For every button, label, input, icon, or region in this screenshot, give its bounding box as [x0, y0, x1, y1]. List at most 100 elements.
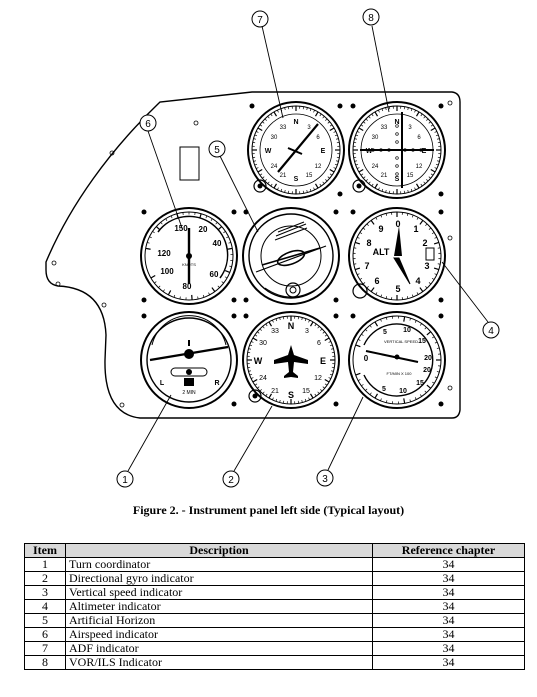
gauge-tick	[419, 323, 422, 326]
gauge-tick	[313, 187, 315, 191]
gauge-tick	[420, 183, 423, 187]
gauge-tick	[432, 336, 435, 339]
row-item: 8	[24, 655, 66, 670]
altimeter-short-needle	[393, 257, 411, 285]
adf-3-label: 3	[307, 125, 311, 131]
gauge-tick	[322, 116, 325, 119]
altimeter-kollsman-window	[425, 247, 435, 261]
gauge-tick	[409, 399, 411, 402]
gauge-tick	[150, 274, 156, 279]
gauge-tick	[267, 116, 270, 119]
gauge-tick	[215, 222, 218, 225]
gauge-tick	[409, 318, 411, 321]
gauge-tick	[314, 323, 317, 327]
airspeed-100-label: 100	[160, 267, 174, 276]
gauge-tick	[357, 339, 361, 341]
gauge-tick	[254, 134, 258, 137]
gauge-tick	[252, 337, 258, 342]
gauge-tick	[265, 323, 268, 327]
vsi-up-15-label: 15	[418, 338, 426, 345]
gauge-tick	[330, 370, 334, 372]
gauge-tick	[257, 331, 260, 334]
gauge-tick	[335, 160, 339, 162]
gauge-tick	[154, 281, 157, 284]
gauge-tick	[380, 294, 383, 298]
gauge-tick	[224, 276, 228, 279]
gauge-tick	[415, 183, 420, 189]
gauge-tick	[160, 222, 163, 225]
gauge-tick	[314, 111, 319, 117]
adf-east-label: E	[321, 148, 326, 155]
gauge-tick	[158, 285, 161, 288]
callout-6: 6	[145, 119, 151, 130]
gauge-tick	[262, 121, 265, 124]
airspeed-indicator: 150 20 40 120 60 100 80 KNOTS	[140, 207, 238, 305]
gauge-tick	[406, 296, 409, 299]
gauge-tick	[279, 317, 281, 321]
vsi-up-10-label: 10	[403, 327, 411, 334]
gauge-tick	[273, 183, 278, 189]
vor-west-label: W	[366, 148, 373, 155]
gauge-tick	[147, 242, 150, 244]
gauge-tick	[328, 341, 332, 343]
gauge-tick	[223, 231, 226, 234]
adf-north-label: N	[293, 119, 298, 126]
gauge-tick	[375, 217, 378, 220]
gauge-tick	[255, 167, 259, 169]
gauge-tick	[355, 372, 361, 376]
gauge-tick	[356, 131, 360, 133]
gauge-tick	[320, 328, 323, 331]
gauge-tick	[432, 381, 435, 384]
row-reference: 34	[372, 627, 525, 642]
altimeter-tick-ring	[353, 212, 441, 300]
gauge-tick	[324, 383, 328, 386]
gauge-tick	[365, 179, 368, 182]
row-description: Airspeed indicator	[65, 627, 373, 642]
gauge-tick	[385, 296, 388, 299]
adf-needle	[277, 123, 319, 173]
gauge-tick	[229, 265, 232, 267]
row-item: 1	[24, 557, 66, 572]
gauge-tick	[426, 331, 432, 336]
gyro-24-label: 24	[259, 375, 267, 382]
gauge-tick	[255, 131, 259, 133]
gauge-tick	[403, 316, 406, 322]
vor-tick-ring	[353, 106, 441, 194]
gauge-tick	[380, 398, 382, 401]
gauge-tick	[301, 317, 303, 321]
table-row: 3 Vertical speed indicator 34	[24, 585, 525, 600]
callout-1: 1	[122, 475, 128, 486]
header-description: Description	[65, 543, 373, 558]
gauge-tick	[430, 127, 436, 132]
callout-5: 5	[214, 145, 220, 156]
gauge-tick	[420, 113, 423, 117]
gauge-tick	[359, 232, 363, 235]
gauge-tick	[284, 107, 286, 111]
row-reference: 34	[372, 641, 525, 656]
gauge-tick	[378, 187, 380, 191]
gyro-south-label: S	[288, 390, 294, 400]
gauge-tick	[362, 227, 366, 230]
gauge-tick	[360, 124, 364, 127]
gauge-tick	[415, 111, 420, 117]
table-row: 7 ADF indicator 34	[24, 641, 525, 656]
altimeter-5-label: 5	[395, 284, 400, 294]
gauge-tick	[425, 223, 428, 226]
gauge-tick	[317, 391, 320, 394]
gauge-tick	[428, 121, 431, 124]
adf-33-label: 33	[280, 125, 287, 131]
gauge-tick	[227, 247, 233, 250]
gauge-tick	[262, 391, 265, 394]
gauge-tick	[329, 173, 333, 176]
airspeed-60-label: 60	[210, 270, 219, 279]
altimeter-0-label: 0	[395, 219, 400, 229]
gauge-tick	[259, 124, 263, 127]
gauge-tick	[248, 370, 252, 372]
airspeed-40-label: 40	[213, 239, 222, 248]
gauge-tick	[386, 317, 388, 320]
gauge-tick	[325, 118, 328, 121]
gauge-tick	[419, 287, 424, 292]
altimeter-9-label: 9	[378, 224, 383, 234]
gauge-tick	[301, 399, 303, 403]
gauge-tick	[254, 383, 258, 386]
